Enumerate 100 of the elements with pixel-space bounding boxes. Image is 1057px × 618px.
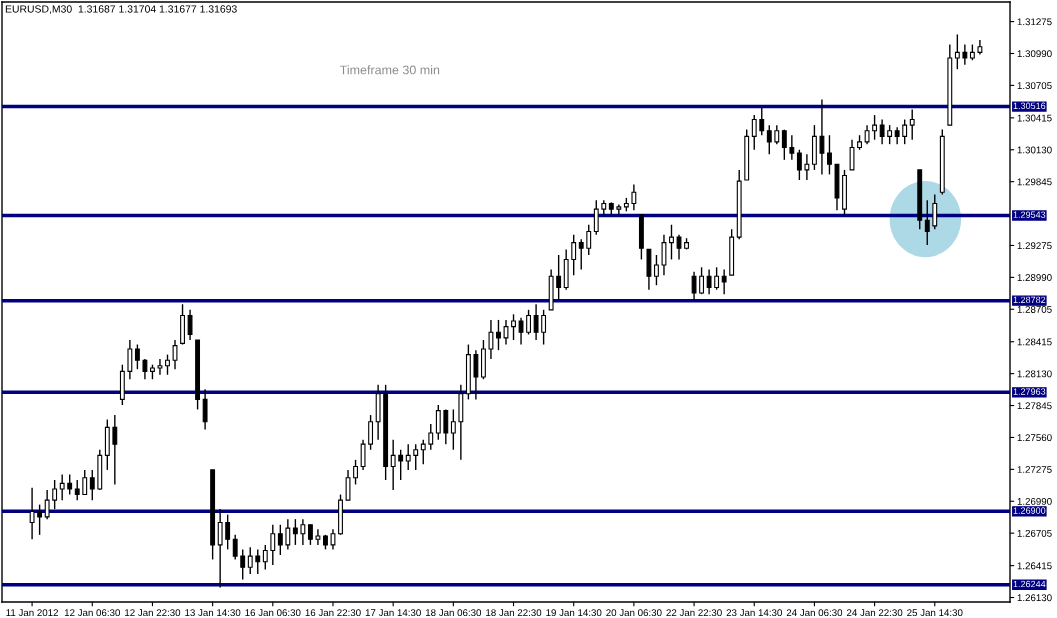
candlestick [804, 153, 810, 181]
candlestick [277, 524, 283, 556]
ref-line-label: 1.30516 [1013, 102, 1046, 109]
candlestick [74, 479, 80, 501]
candlestick [631, 183, 637, 211]
y-tick-label: 1.31275 [1017, 18, 1052, 26]
x-tick-label: 19 Jan 14:30 [546, 609, 602, 617]
candlestick [127, 339, 133, 380]
candlestick [887, 124, 893, 145]
candlestick [586, 224, 592, 256]
candlestick [247, 546, 253, 575]
x-tick-label: 13 Jan 14:30 [185, 609, 241, 617]
ref-line-label: 1.28782 [1013, 296, 1046, 304]
candlestick [67, 473, 73, 496]
candlestick [420, 438, 426, 466]
y-tick-label: 1.29275 [1017, 242, 1052, 250]
candlestick [172, 339, 178, 370]
x-tick-label: 18 Jan 06:30 [425, 609, 482, 617]
candlestick [864, 124, 870, 145]
candlestick [413, 443, 419, 471]
candlestick [315, 528, 321, 546]
candlestick [849, 138, 855, 171]
candlestick [398, 449, 404, 481]
ref-line-label: 1.26244 [1013, 580, 1046, 588]
candlestick [29, 487, 35, 541]
candlestick [225, 513, 231, 551]
candlestick [488, 319, 494, 360]
chart-title: EURUSD,M30 1.31687 1.31704 1.31677 1.31693 [5, 5, 237, 14]
candlestick [89, 469, 95, 501]
candlestick [292, 518, 298, 546]
candlestick [902, 118, 908, 145]
candlestick [330, 528, 336, 551]
y-tick-label: 1.26705 [1017, 529, 1052, 537]
x-tick-label: 12 Jan 06:30 [64, 609, 120, 617]
candlestick [82, 469, 88, 496]
candlestick [473, 349, 479, 401]
candlestick [240, 548, 246, 581]
x-tick-label: 24 Jan 06:30 [786, 609, 843, 617]
y-tick-label: 1.28990 [1017, 274, 1052, 281]
candlestick [766, 124, 772, 155]
candlestick [157, 358, 163, 376]
candlestick [165, 353, 170, 376]
x-tick-label: 20 Jan 06:30 [606, 609, 662, 617]
candlestick [300, 518, 306, 546]
candlestick [676, 234, 682, 261]
candlestick [496, 319, 501, 351]
candlestick [691, 271, 697, 301]
candlestick [428, 423, 434, 451]
candlestick [714, 266, 720, 291]
candlestick [526, 309, 532, 336]
x-tick-label: 24 Jan 22:30 [846, 609, 903, 617]
y-tick-label: 1.26415 [1017, 562, 1052, 570]
candlestick [924, 199, 930, 246]
candlestick [52, 479, 58, 510]
x-tick-label: 11 Jan 2012 [6, 609, 59, 617]
candlestick [578, 238, 584, 271]
candlestick [781, 128, 787, 161]
y-tick-label: 1.27275 [1017, 466, 1052, 473]
x-tick-label: 17 Jan 14:30 [365, 609, 421, 617]
x-tick-label: 25 Jan 14:30 [907, 609, 963, 617]
candlestick [405, 443, 411, 471]
candlestick [59, 473, 65, 501]
candlestick [699, 266, 705, 295]
ref-line-label: 1.29543 [1013, 211, 1046, 218]
candlestick [661, 234, 667, 276]
candlestick [262, 544, 268, 571]
candlestick [759, 106, 765, 136]
x-tick-label: 22 Jan 22:30 [666, 609, 722, 617]
candlestick [368, 414, 374, 451]
candlestick [142, 358, 148, 380]
y-tick-label: 1.27845 [1017, 402, 1052, 410]
candlestick [187, 309, 193, 341]
candlestick [511, 313, 516, 341]
candlestick [307, 524, 313, 546]
y-tick-label: 1.28705 [1017, 306, 1052, 313]
candlestick [255, 548, 261, 575]
x-tick-label: 16 Jan 06:30 [245, 609, 301, 617]
y-tick-label: 1.26130 [1017, 594, 1052, 602]
candlestick [706, 268, 712, 295]
candlestick [285, 518, 291, 551]
y-tick-label: 1.30130 [1017, 146, 1052, 154]
candlestick [789, 134, 795, 161]
candlestick [435, 404, 441, 441]
candlestick [541, 309, 547, 346]
candlestick [232, 534, 238, 561]
candlestick [879, 118, 885, 145]
candlestick [270, 524, 276, 566]
candlestick [503, 319, 509, 346]
candlestick [571, 234, 577, 276]
candlestick [443, 408, 449, 445]
y-tick-label: 1.27560 [1017, 434, 1052, 442]
x-tick-label: 23 Jan 14:30 [726, 609, 782, 617]
candlestick [353, 459, 358, 486]
candlestick [954, 33, 960, 70]
candlestick [134, 343, 140, 370]
candlestick [721, 268, 727, 295]
candlestick [796, 149, 802, 181]
candlestick [654, 254, 659, 286]
candlestick [390, 438, 396, 491]
candlestick [518, 316, 524, 346]
